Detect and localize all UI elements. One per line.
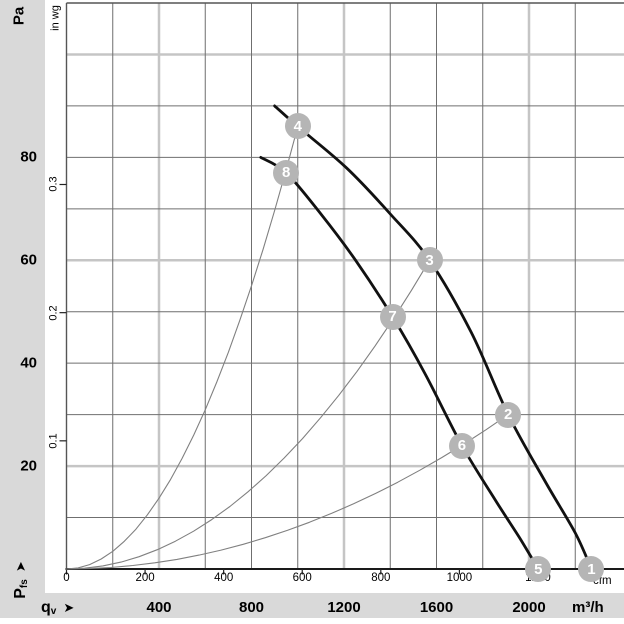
- system-parabola-a: [65, 125, 299, 570]
- bottom-white-strip: [0, 618, 624, 624]
- system-parabola-b: [65, 259, 431, 570]
- system-parabola-c: [65, 414, 509, 570]
- plot-background: [45, 0, 624, 593]
- fan-curve-low-speed: [259, 156, 540, 571]
- fan-curve-high-speed: [273, 104, 593, 571]
